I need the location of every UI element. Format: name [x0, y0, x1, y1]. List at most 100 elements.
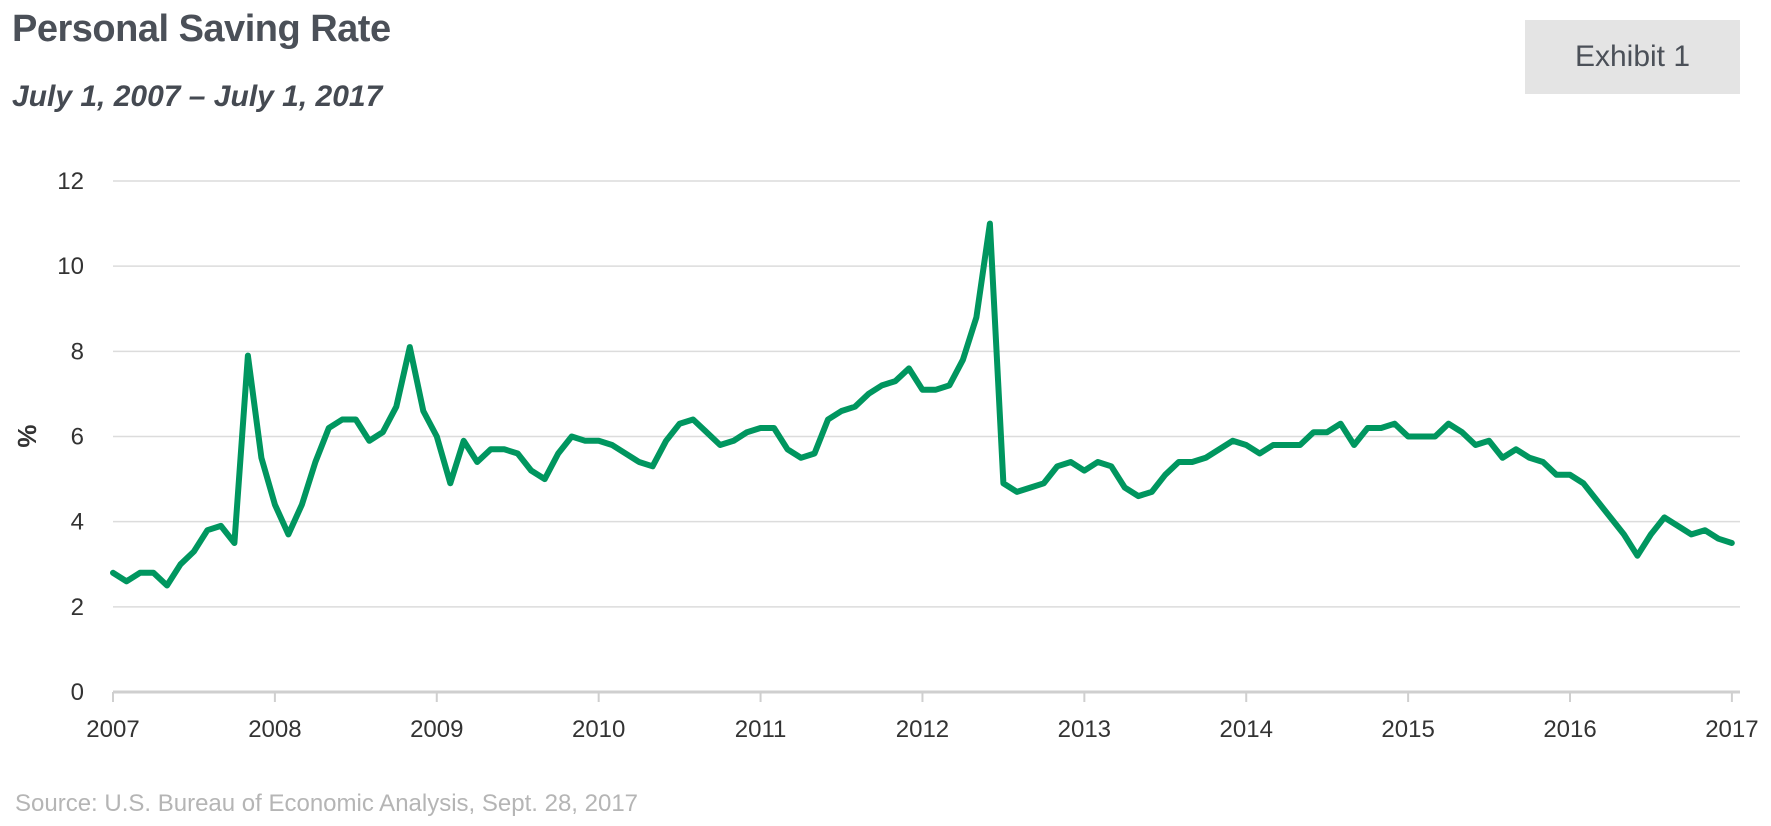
data-point [259, 456, 263, 460]
data-point [125, 579, 129, 583]
data-point [691, 418, 695, 422]
data-point [1460, 430, 1464, 434]
data-point [381, 430, 385, 434]
chart-title: Personal Saving Rate [12, 8, 391, 50]
data-point [759, 426, 763, 430]
data-point [1352, 443, 1356, 447]
y-tick-label: 2 [71, 594, 84, 621]
data-point [273, 503, 277, 507]
data-point [813, 452, 817, 456]
data-point [893, 379, 897, 383]
data-point [327, 426, 331, 430]
data-point [313, 460, 317, 464]
data-point [624, 452, 628, 456]
exhibit-badge: Exhibit 1 [1525, 20, 1740, 94]
data-point [988, 222, 992, 226]
data-point [651, 464, 655, 468]
data-point [1528, 456, 1532, 460]
y-axis-label: % [12, 424, 42, 447]
data-point [340, 418, 344, 422]
data-point [286, 532, 290, 536]
data-point [462, 439, 466, 443]
data-point [745, 430, 749, 434]
data-point [556, 452, 560, 456]
data-point [165, 584, 169, 588]
data-point [1555, 473, 1559, 477]
data-point [934, 388, 938, 392]
data-point [1487, 439, 1491, 443]
data-point [489, 447, 493, 451]
data-point [1608, 515, 1612, 519]
x-tick-label: 2015 [1381, 716, 1434, 743]
data-point [880, 383, 884, 387]
data-point [219, 524, 223, 528]
data-point [1433, 435, 1437, 439]
data-point [543, 477, 547, 481]
data-point [1635, 554, 1639, 558]
data-point [826, 418, 830, 422]
data-point [246, 354, 250, 358]
y-tick-label: 6 [71, 424, 84, 451]
data-point [610, 443, 614, 447]
data-point [867, 392, 871, 396]
data-point [408, 345, 412, 349]
data-point [1595, 498, 1599, 502]
x-axis [112, 690, 1740, 702]
data-point [516, 452, 520, 456]
data-point [1271, 443, 1275, 447]
data-point [448, 481, 452, 485]
data-point [840, 409, 844, 413]
chart-subtitle: July 1, 2007 – July 1, 2017 [12, 80, 383, 113]
data-point [1703, 528, 1707, 532]
data-point [961, 358, 965, 362]
data-point [1109, 464, 1113, 468]
data-point [1420, 435, 1424, 439]
data-point [1325, 430, 1329, 434]
data-point [664, 439, 668, 443]
data-point [1393, 422, 1397, 426]
data-point [435, 435, 439, 439]
data-point [786, 447, 790, 451]
data-point [1298, 443, 1302, 447]
data-point [1190, 460, 1194, 464]
data-point [1231, 439, 1235, 443]
data-point [1150, 490, 1154, 494]
x-tick-label: 2008 [248, 716, 301, 743]
data-point [799, 456, 803, 460]
data-point [111, 571, 115, 575]
data-point [637, 460, 641, 464]
data-point [1541, 460, 1545, 464]
data-point [1177, 460, 1181, 464]
data-point [138, 571, 142, 575]
data-point [232, 541, 236, 545]
data-point [732, 439, 736, 443]
data-point [1568, 473, 1572, 477]
x-tick-label: 2011 [735, 716, 787, 743]
data-point [1312, 430, 1316, 434]
data-point [907, 366, 911, 370]
data-point [1662, 515, 1666, 519]
data-point [152, 571, 156, 575]
x-tick-label: 2009 [410, 716, 463, 743]
data-point [1123, 486, 1127, 490]
data-point [1339, 422, 1343, 426]
data-point [947, 383, 951, 387]
data-point [1406, 435, 1410, 439]
data-point [597, 439, 601, 443]
data-point [1716, 537, 1720, 541]
y-tick-label: 0 [71, 679, 84, 706]
data-point [502, 447, 506, 451]
data-point [475, 460, 479, 464]
y-tick-label: 12 [57, 168, 84, 195]
data-point [583, 439, 587, 443]
data-point [1581, 481, 1585, 485]
data-point [179, 562, 183, 566]
data-point [678, 422, 682, 426]
data-point [205, 528, 209, 532]
data-point [1689, 532, 1693, 536]
data-point [570, 435, 574, 439]
x-tick-label: 2017 [1705, 716, 1758, 743]
data-point [1055, 464, 1059, 468]
data-point [1501, 456, 1505, 460]
y-tick-label: 10 [57, 253, 84, 280]
